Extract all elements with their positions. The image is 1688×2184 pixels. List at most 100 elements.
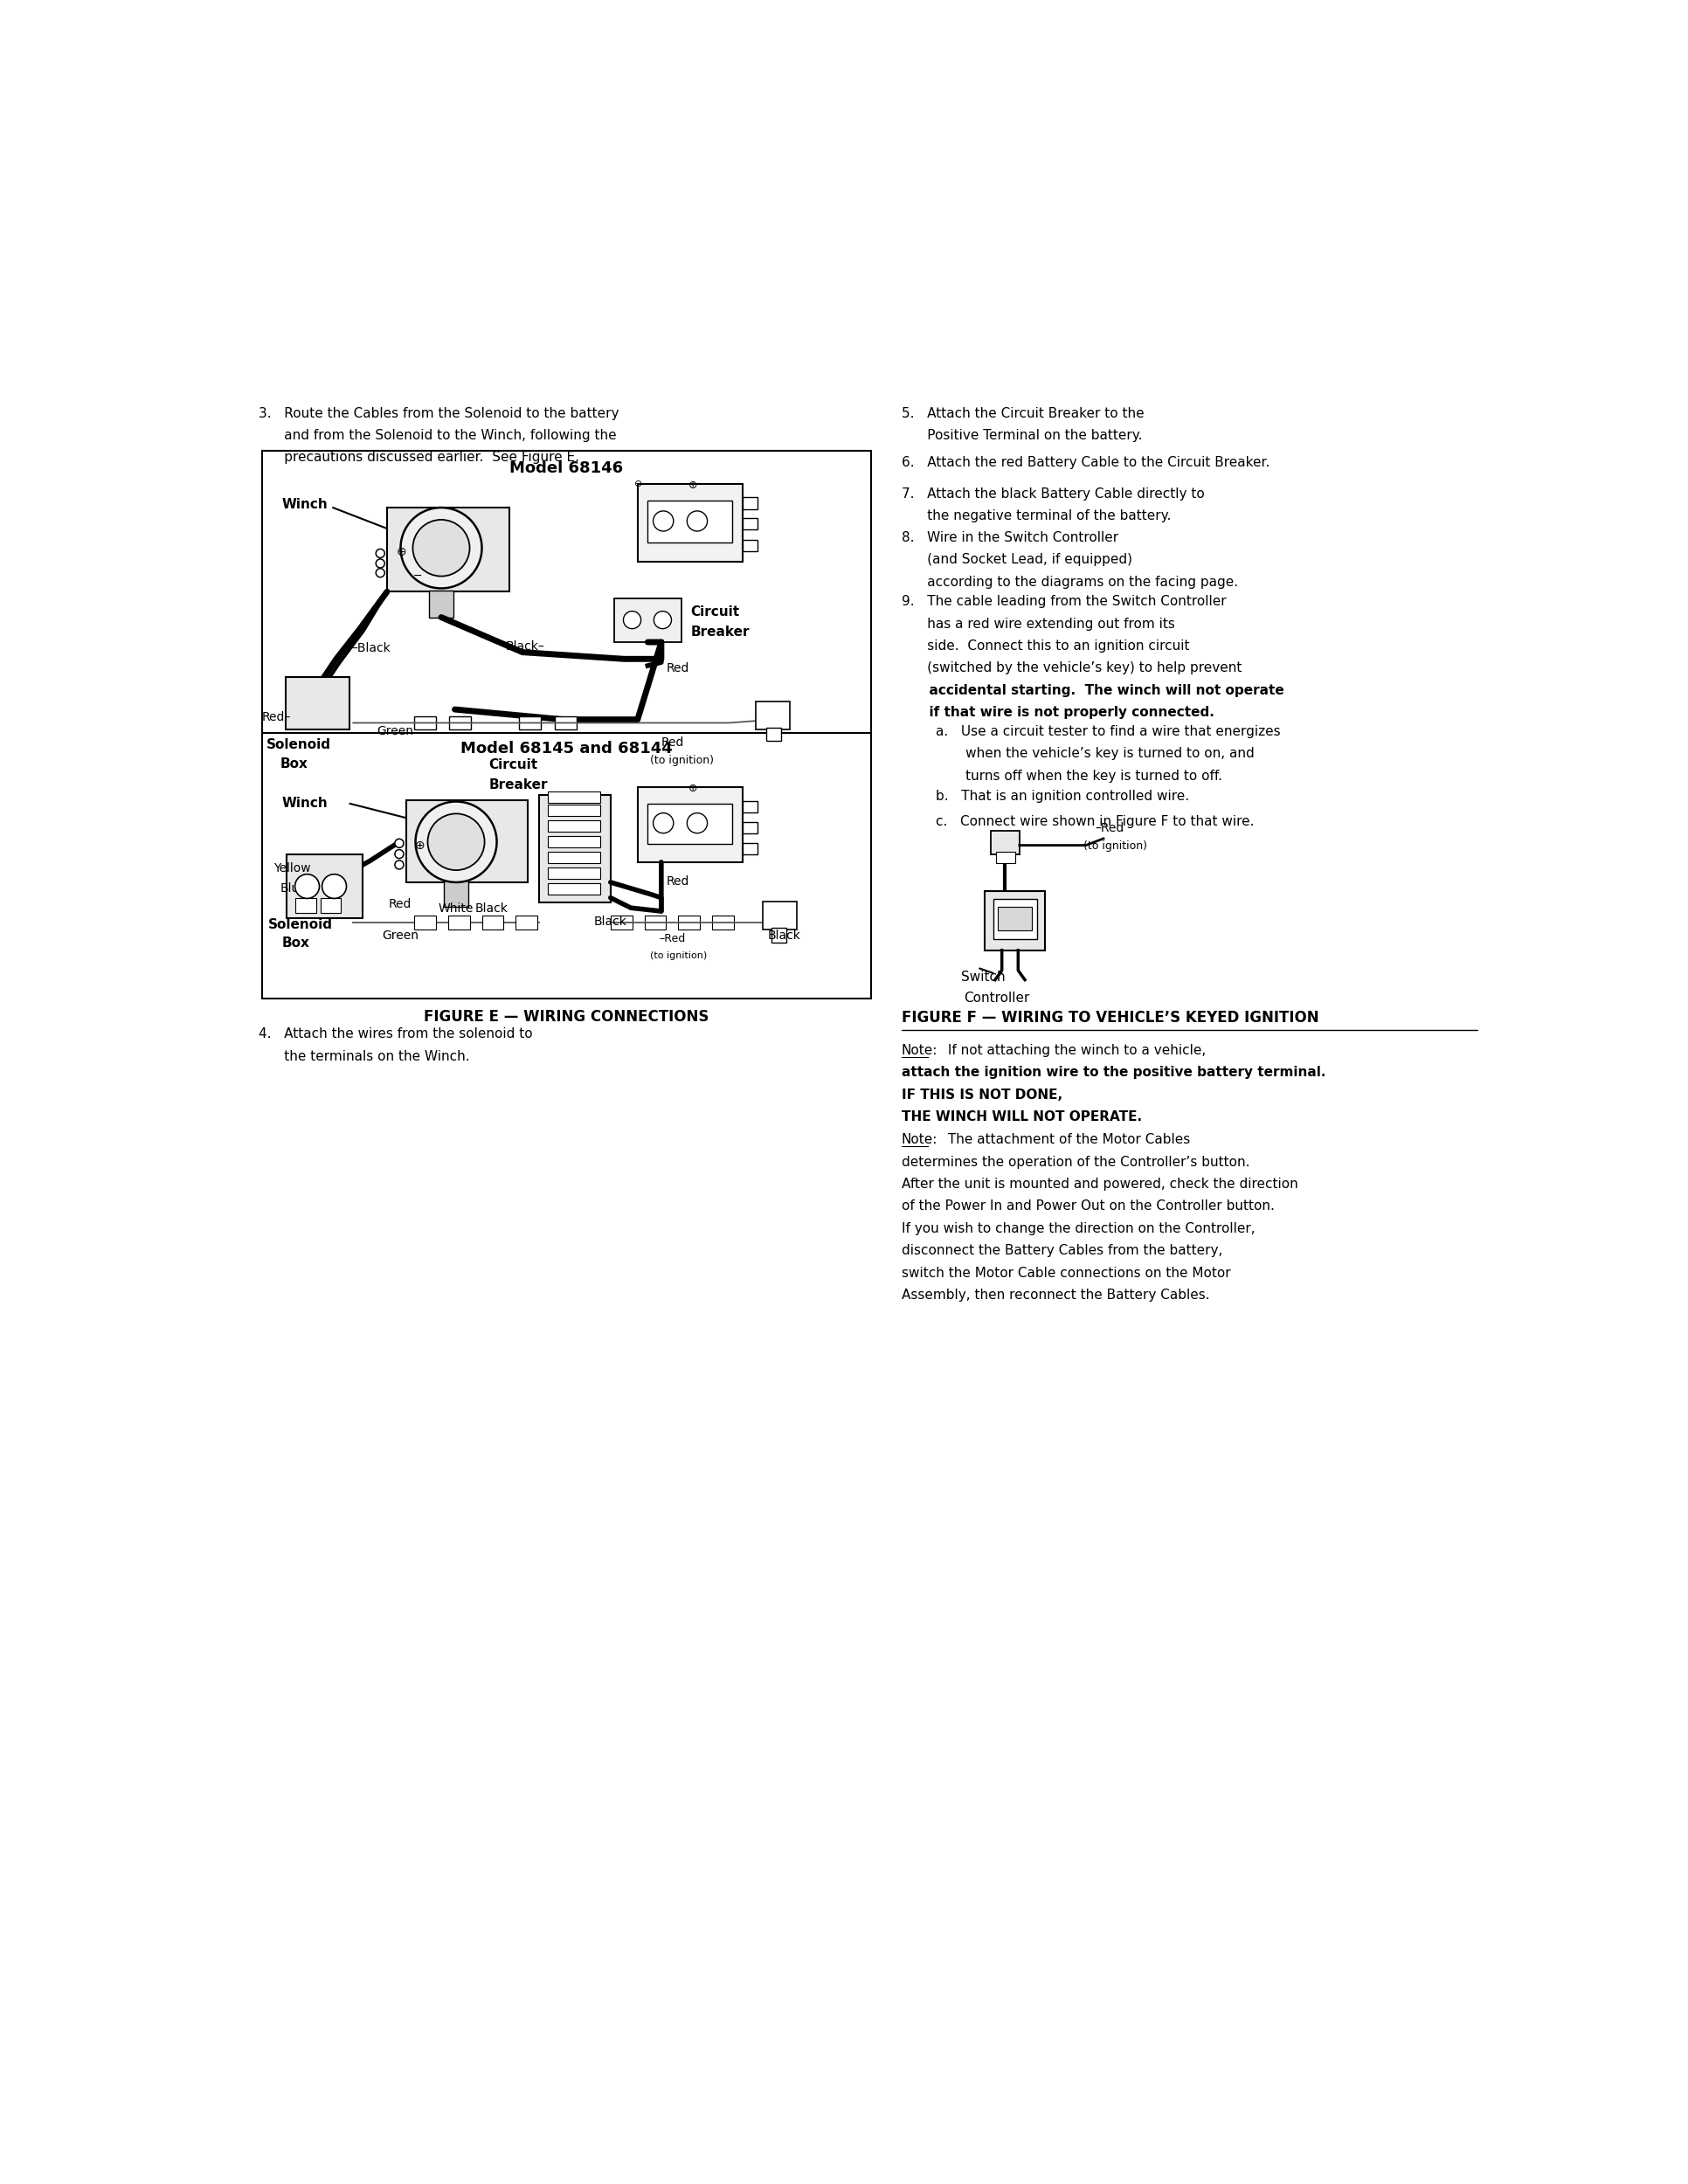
Bar [763, 902, 797, 930]
Text: Note:: Note: [901, 1133, 939, 1147]
Circle shape [415, 802, 496, 882]
Text: (to ignition): (to ignition) [650, 952, 707, 961]
Text: of the Power In and Power Out on the Controller button.: of the Power In and Power Out on the Con… [901, 1199, 1274, 1212]
Bar [993, 900, 1036, 939]
Bar [285, 677, 349, 729]
Circle shape [395, 839, 403, 847]
Text: ⊖: ⊖ [635, 478, 643, 487]
Circle shape [653, 511, 674, 531]
Bar [743, 843, 758, 854]
Bar [756, 701, 790, 729]
Text: Winch: Winch [282, 498, 327, 511]
Bar [743, 539, 758, 550]
Text: Controller: Controller [964, 992, 1030, 1005]
Text: Solenoid: Solenoid [268, 917, 333, 930]
Text: Black: Black [594, 915, 626, 928]
Bar [295, 898, 316, 913]
Bar [414, 915, 436, 930]
Text: has a red wire extending out from its: has a red wire extending out from its [901, 618, 1175, 631]
Text: the negative terminal of the battery.: the negative terminal of the battery. [901, 509, 1171, 522]
Bar [447, 915, 469, 930]
Text: and from the Solenoid to the Winch, following the: and from the Solenoid to the Winch, foll… [258, 428, 616, 441]
Text: (to ignition): (to ignition) [1084, 841, 1146, 852]
Bar [555, 716, 577, 729]
Text: Model 68145 and 68144: Model 68145 and 68144 [461, 740, 672, 756]
Circle shape [623, 612, 641, 629]
Text: Red–: Red– [262, 712, 290, 723]
Text: Winch: Winch [282, 797, 327, 810]
Bar [429, 590, 454, 618]
Bar [998, 906, 1031, 930]
Circle shape [395, 860, 403, 869]
Bar [679, 915, 701, 930]
Bar [444, 880, 468, 906]
Text: precautions discussed earlier.  See Figure E.: precautions discussed earlier. See Figur… [258, 452, 579, 465]
Bar [387, 507, 510, 592]
Bar [547, 821, 601, 832]
Text: 3.   Route the Cables from the Solenoid to the battery: 3. Route the Cables from the Solenoid to… [258, 406, 619, 419]
Text: side.  Connect this to an ignition circuit: side. Connect this to an ignition circui… [901, 640, 1190, 653]
Bar [262, 450, 871, 998]
Bar [547, 852, 601, 863]
Text: (and Socket Lead, if equipped): (and Socket Lead, if equipped) [901, 553, 1133, 566]
Text: attach the ignition wire to the positive battery terminal.: attach the ignition wire to the positive… [901, 1066, 1325, 1079]
Text: After the unit is mounted and powered, check the direction: After the unit is mounted and powered, c… [901, 1177, 1298, 1190]
Bar [611, 915, 633, 930]
Text: THE WINCH WILL NOT OPERATE.: THE WINCH WILL NOT OPERATE. [901, 1109, 1143, 1123]
Text: Assembly, then reconnect the Battery Cables.: Assembly, then reconnect the Battery Cab… [901, 1289, 1210, 1302]
Text: 7.   Attach the black Battery Cable directly to: 7. Attach the black Battery Cable direct… [901, 487, 1205, 500]
Text: –Black: –Black [351, 642, 392, 655]
Text: Black: Black [768, 930, 800, 941]
Text: Green: Green [381, 930, 419, 941]
Text: Breaker: Breaker [488, 778, 547, 791]
Text: FIGURE F — WIRING TO VEHICLE’S KEYED IGNITION: FIGURE F — WIRING TO VEHICLE’S KEYED IGN… [901, 1009, 1318, 1026]
Circle shape [376, 568, 385, 577]
Circle shape [687, 812, 707, 832]
Bar [321, 898, 341, 913]
Bar [766, 727, 782, 740]
Text: Red: Red [662, 736, 684, 749]
Circle shape [653, 812, 674, 832]
Circle shape [395, 850, 403, 858]
Bar [771, 928, 787, 943]
Text: Breaker: Breaker [690, 625, 749, 638]
Text: disconnect the Battery Cables from the battery,: disconnect the Battery Cables from the b… [901, 1245, 1222, 1258]
Bar [547, 836, 601, 847]
Circle shape [400, 507, 481, 587]
Text: according to the diagrams on the facing page.: according to the diagrams on the facing … [901, 577, 1239, 590]
Text: c.   Connect wire shown in Figure F to that wire.: c. Connect wire shown in Figure F to tha… [935, 815, 1254, 828]
Text: ⊕: ⊕ [689, 478, 697, 491]
Bar [614, 598, 682, 642]
Text: If you wish to change the direction on the Controller,: If you wish to change the direction on t… [901, 1223, 1256, 1236]
Text: (switched by the vehicle’s key) to help prevent: (switched by the vehicle’s key) to help … [901, 662, 1242, 675]
Bar [743, 802, 758, 812]
Text: ⊕: ⊕ [415, 839, 425, 852]
Text: Red: Red [667, 876, 689, 887]
Text: FIGURE E — WIRING CONNECTIONS: FIGURE E — WIRING CONNECTIONS [424, 1009, 709, 1024]
Text: switch the Motor Cable connections on the Motor: switch the Motor Cable connections on th… [901, 1267, 1231, 1280]
Circle shape [653, 612, 672, 629]
Text: 8.   Wire in the Switch Controller: 8. Wire in the Switch Controller [901, 531, 1119, 544]
Text: The attachment of the Motor Cables: The attachment of the Motor Cables [944, 1133, 1190, 1147]
Text: Green: Green [376, 725, 414, 738]
Bar [996, 852, 1016, 863]
Text: Solenoid: Solenoid [267, 738, 331, 751]
Bar [520, 716, 540, 729]
Bar [638, 786, 743, 863]
Text: Positive Terminal on the battery.: Positive Terminal on the battery. [901, 428, 1143, 441]
Text: Blue·: Blue· [280, 882, 311, 895]
Circle shape [322, 874, 346, 898]
Bar [547, 806, 601, 817]
Bar [712, 915, 734, 930]
Text: –Red: –Red [1094, 823, 1124, 834]
Text: ⊕: ⊕ [689, 782, 697, 795]
Text: 4.   Attach the wires from the solenoid to: 4. Attach the wires from the solenoid to [258, 1029, 532, 1042]
Bar [517, 915, 537, 930]
Bar [743, 821, 758, 832]
Text: 6.   Attach the red Battery Cable to the Circuit Breaker.: 6. Attach the red Battery Cable to the C… [901, 456, 1269, 470]
Text: Circuit: Circuit [488, 758, 538, 771]
Circle shape [427, 815, 484, 869]
Text: –Red: –Red [660, 933, 685, 946]
Bar [287, 854, 363, 917]
Bar [984, 891, 1045, 950]
